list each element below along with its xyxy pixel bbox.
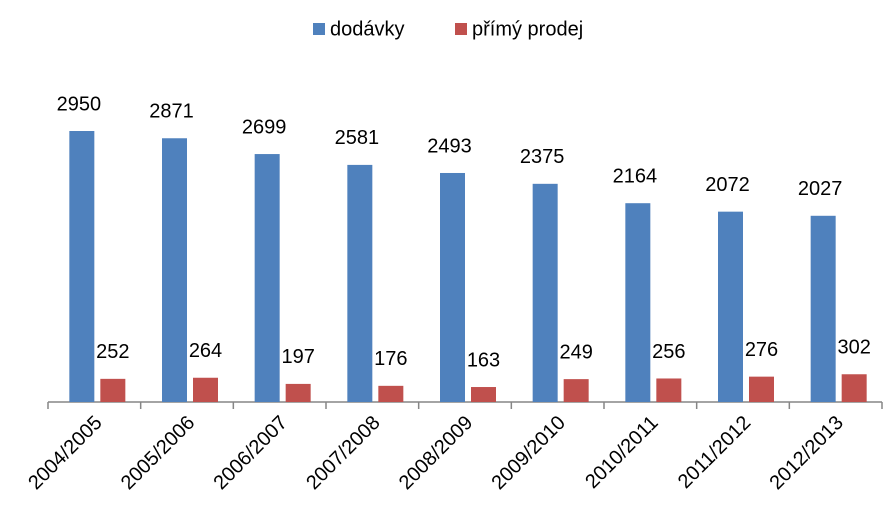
bar xyxy=(69,131,95,402)
bar xyxy=(378,385,404,402)
data-label: 2027 xyxy=(798,178,843,200)
bar xyxy=(656,378,682,402)
bar xyxy=(347,164,373,402)
data-label: 163 xyxy=(467,349,500,371)
x-tick-label: 2005/2006 xyxy=(117,412,199,494)
data-label: 2164 xyxy=(613,165,658,187)
x-tick-label: 2012/2013 xyxy=(766,412,848,494)
data-label: 2699 xyxy=(242,116,287,138)
x-tick-label: 2008/2009 xyxy=(395,412,477,494)
data-label: 276 xyxy=(745,339,778,361)
data-label: 264 xyxy=(189,340,222,362)
data-label: 2950 xyxy=(57,93,102,115)
x-tick-label: 2009/2010 xyxy=(488,412,570,494)
legend-swatch xyxy=(313,23,325,35)
x-tick-label: 2011/2012 xyxy=(674,412,755,493)
bar xyxy=(254,154,280,402)
bar xyxy=(285,383,311,402)
bar xyxy=(749,376,774,402)
bar xyxy=(440,172,465,402)
bar xyxy=(100,378,126,402)
data-label: 2072 xyxy=(705,174,750,196)
bar xyxy=(841,374,867,402)
x-tick-label: 2010/2011 xyxy=(581,412,662,493)
data-label: 2581 xyxy=(335,127,380,149)
data-label: 197 xyxy=(281,346,314,368)
bar xyxy=(810,215,836,402)
bar xyxy=(718,211,743,402)
data-label: 2871 xyxy=(149,101,194,123)
bar xyxy=(532,183,558,402)
bar xyxy=(162,138,187,402)
x-tick-label: 2007/2008 xyxy=(302,412,384,494)
bar xyxy=(563,379,589,402)
bar xyxy=(625,203,651,402)
data-label: 2493 xyxy=(427,135,472,157)
bar xyxy=(471,387,496,402)
data-label: 249 xyxy=(559,341,592,363)
legend-label: přímý prodej xyxy=(472,18,583,40)
legend-swatch xyxy=(455,23,467,35)
data-label: 256 xyxy=(652,341,685,363)
data-label: 252 xyxy=(96,341,129,363)
data-label: 2375 xyxy=(520,146,565,168)
data-label: 302 xyxy=(837,337,870,359)
x-tick-label: 2006/2007 xyxy=(210,412,292,494)
legend-label: dodávky xyxy=(330,18,405,40)
bar xyxy=(193,377,218,402)
x-tick-label: 2004/2005 xyxy=(24,412,106,494)
data-label: 176 xyxy=(374,348,407,370)
